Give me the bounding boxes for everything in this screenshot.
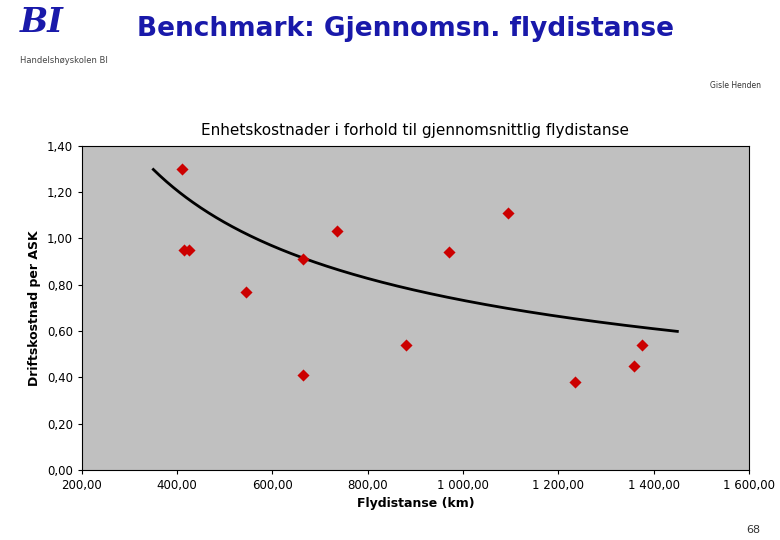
Point — [628, 361, 640, 370]
Point — [183, 246, 195, 254]
Text: 68: 68 — [746, 524, 760, 535]
Text: BI: BI — [20, 6, 63, 39]
Text: Handelshøyskolen BI: Handelshøyskolen BI — [20, 56, 108, 65]
Point — [399, 341, 412, 349]
Point — [176, 165, 188, 173]
Point — [297, 255, 310, 264]
X-axis label: Flydistanse (km): Flydistanse (km) — [356, 497, 474, 510]
Text: Benchmark: Gjennomsn. flydistanse: Benchmark: Gjennomsn. flydistanse — [137, 16, 674, 42]
Point — [569, 377, 581, 386]
Point — [636, 341, 648, 349]
Point — [240, 287, 253, 296]
Title: Enhetskostnader i forhold til gjennomsnittlig flydistanse: Enhetskostnader i forhold til gjennomsni… — [201, 123, 629, 138]
Text: Gisle Henden: Gisle Henden — [710, 81, 760, 90]
Point — [442, 248, 455, 256]
Y-axis label: Driftskostnad per ASK: Driftskostnad per ASK — [28, 230, 41, 386]
Point — [178, 246, 190, 254]
Point — [331, 227, 343, 236]
Point — [502, 208, 515, 217]
Point — [297, 370, 310, 379]
